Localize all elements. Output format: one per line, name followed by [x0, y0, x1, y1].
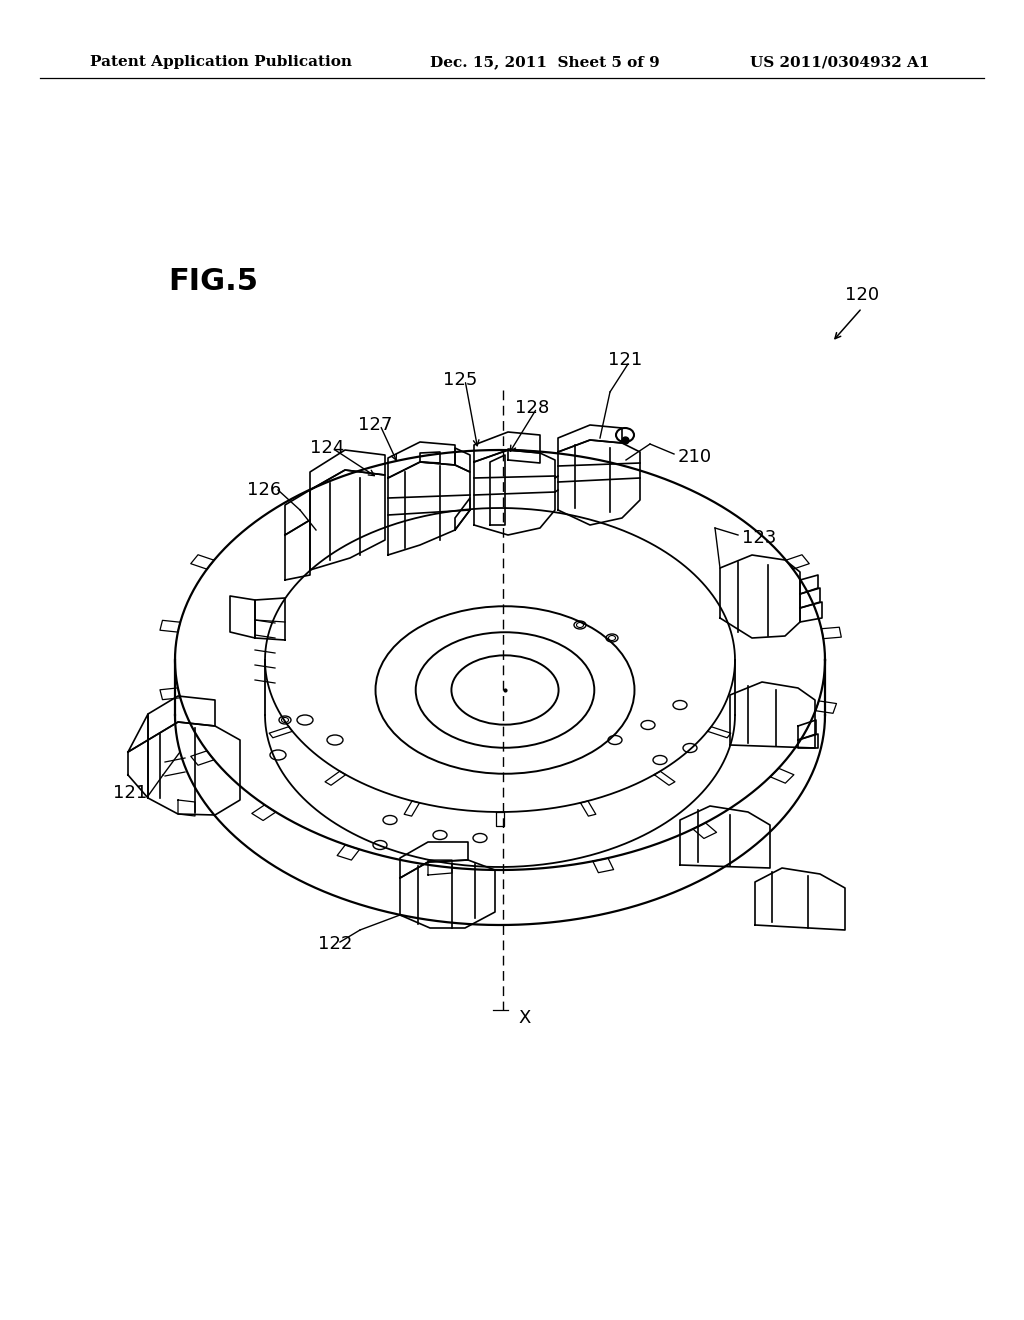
Text: 120: 120 — [845, 286, 880, 304]
Text: 210: 210 — [678, 447, 712, 466]
Text: X: X — [518, 1008, 530, 1027]
Text: 121: 121 — [113, 784, 147, 803]
Text: 128: 128 — [515, 399, 549, 417]
Text: 126: 126 — [247, 480, 282, 499]
Text: Patent Application Publication: Patent Application Publication — [90, 55, 352, 69]
Text: 122: 122 — [318, 935, 352, 953]
Text: 125: 125 — [443, 371, 477, 389]
Text: Dec. 15, 2011  Sheet 5 of 9: Dec. 15, 2011 Sheet 5 of 9 — [430, 55, 659, 69]
Text: 127: 127 — [358, 416, 392, 434]
Text: FIG.5: FIG.5 — [168, 268, 258, 297]
Text: 124: 124 — [310, 440, 344, 457]
Text: 123: 123 — [742, 529, 776, 546]
Text: 121: 121 — [608, 351, 642, 370]
Text: US 2011/0304932 A1: US 2011/0304932 A1 — [750, 55, 930, 69]
